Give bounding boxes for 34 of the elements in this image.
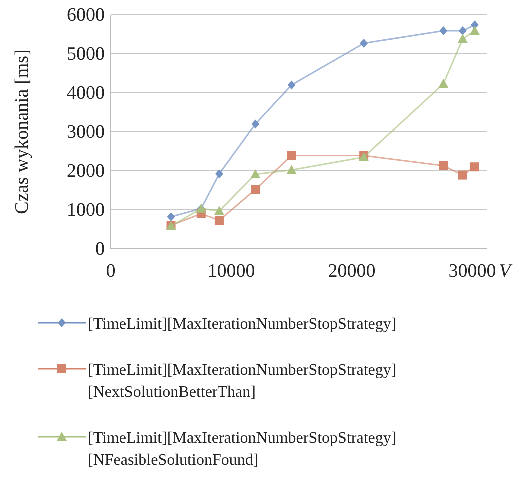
y-tick-label: 4000 — [67, 83, 105, 104]
point — [251, 185, 260, 194]
point — [438, 79, 449, 88]
point — [252, 120, 260, 129]
point — [167, 212, 176, 222]
point — [458, 170, 468, 180]
point — [458, 26, 467, 36]
y-tick-label: 6000 — [67, 5, 105, 26]
y-tick-label: 2000 — [67, 161, 105, 182]
point — [470, 162, 480, 172]
y-axis-title: Czas wykonania [ms] — [12, 50, 33, 214]
point — [439, 161, 448, 170]
y-tick-label: 0 — [96, 239, 105, 260]
x-axis-title: V — [499, 261, 514, 282]
point — [288, 80, 296, 90]
point — [440, 26, 448, 36]
x-tick-label: 30000 — [448, 261, 496, 282]
point — [215, 170, 224, 179]
point — [214, 206, 224, 216]
point — [214, 216, 224, 226]
legend-label: [TimeLimit][MaxIterationNumberStopStrategy][NextSolutionBetterThan] — [88, 362, 397, 401]
y-tick-label: 5000 — [67, 44, 105, 65]
point — [286, 165, 297, 174]
y-tick-label: 1000 — [67, 200, 105, 221]
legend-label: [TimeLimit][MaxIterationNumberStopStrategy][NFeasibleSolutionFound] — [88, 430, 397, 469]
x-tick-label: 20000 — [328, 261, 376, 282]
x-tick-label: 10000 — [208, 261, 256, 282]
point — [250, 170, 261, 179]
point — [470, 26, 480, 35]
y-tick-label: 3000 — [67, 122, 105, 143]
point — [458, 34, 468, 44]
point — [360, 38, 368, 48]
point — [287, 151, 296, 160]
legend-label: [TimeLimit][MaxIterationNumberStopStrategy] — [88, 316, 397, 333]
